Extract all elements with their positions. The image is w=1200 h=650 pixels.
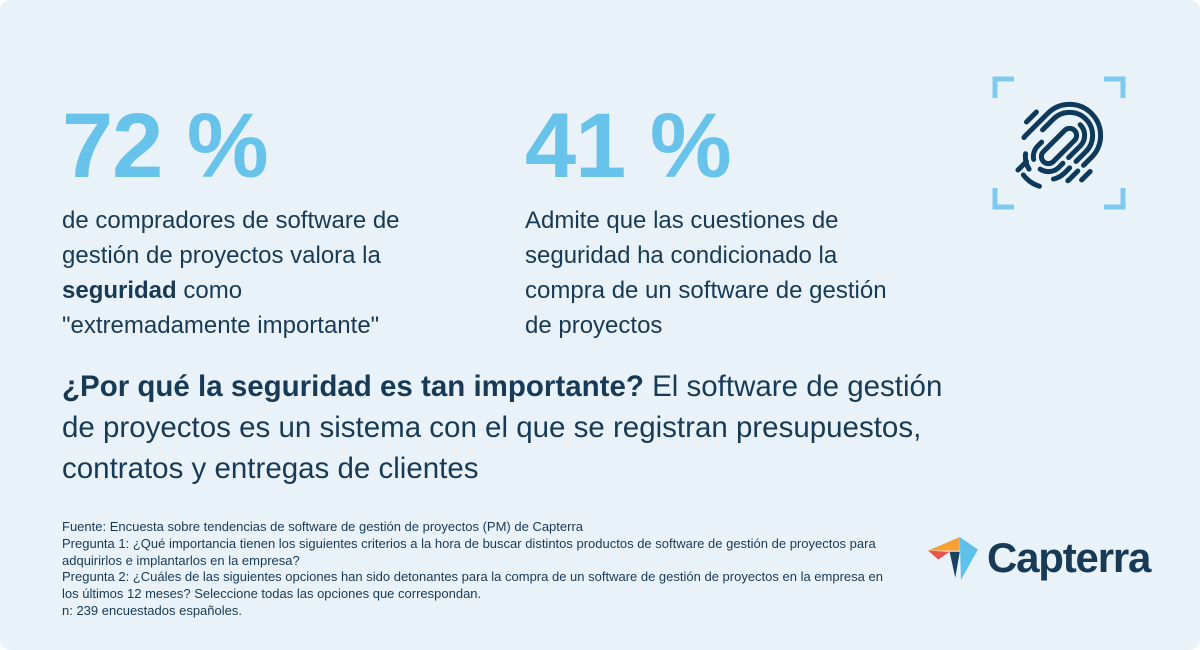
capterra-arrow-icon xyxy=(928,536,978,580)
footnote-sample-size: n: 239 encuestados españoles. xyxy=(62,602,242,618)
footnote-question-1: Pregunta 1: ¿Qué importancia tienen los … xyxy=(62,535,876,568)
stat-2-value: 41 % xyxy=(525,95,732,197)
capterra-logo: Capterra xyxy=(928,534,1151,582)
frame-corner-top-right xyxy=(1104,76,1126,98)
capterra-wordmark: Capterra xyxy=(987,534,1151,581)
stat-1-desc-tail: como "extremadamente importante" xyxy=(62,277,380,340)
stat-2-desc-text: Admite que las cuestiones de seguridad h… xyxy=(525,207,887,340)
headline-bold: ¿Por qué la seguridad es tan importante? xyxy=(62,370,644,403)
stat-1-desc-bold: seguridad xyxy=(62,277,177,305)
footnote-source: Fuente: Encuesta sobre tendencias de sof… xyxy=(62,519,584,534)
frame-corner-bottom-left xyxy=(992,188,1014,210)
headline: ¿Por qué la seguridad es tan importante?… xyxy=(62,366,972,489)
footnotes: Fuente: Encuesta sobre tendencias de sof… xyxy=(62,519,887,620)
fingerprint-scan-icon xyxy=(989,73,1129,213)
stat-2-description: Admite que las cuestiones de seguridad h… xyxy=(525,203,890,343)
footnote-question-2: Pregunta 2: ¿Cuáles de las siguientes op… xyxy=(62,569,883,602)
frame-corner-bottom-right xyxy=(1104,188,1126,210)
fingerprint-ridges xyxy=(1014,101,1104,191)
stat-block-1: 72 % de compradores de software de gesti… xyxy=(62,95,402,343)
stat-1-description: de compradores de software de gestión de… xyxy=(62,203,402,343)
frame-corner-top-left xyxy=(992,76,1014,98)
stat-1-value: 72 % xyxy=(62,95,269,197)
stat-block-2: 41 % Admite que las cuestiones de seguri… xyxy=(525,95,890,343)
fingerprint-scan-svg xyxy=(992,76,1126,210)
stat-1-desc-text: de compradores de software de gestión de… xyxy=(62,207,400,270)
headline-regular: El software de gestión de proyectos es u… xyxy=(62,370,943,485)
